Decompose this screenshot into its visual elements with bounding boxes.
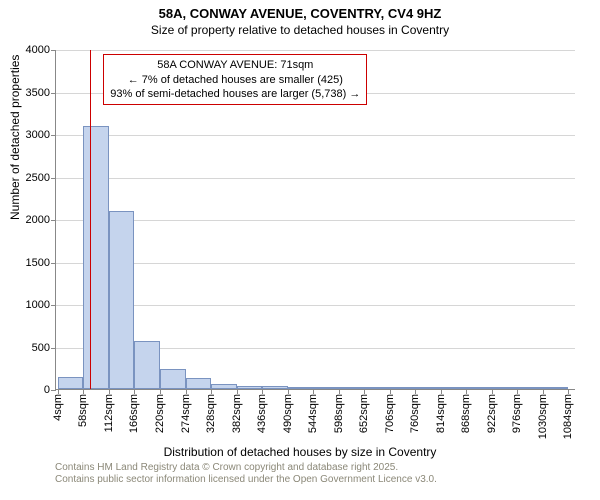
ytick-label: 500 [32,342,50,354]
attribution-line1: Contains HM Land Registry data © Crown c… [55,462,437,474]
xtick-label: 166sqm [128,394,140,433]
histogram-bar [390,387,416,389]
annotation-line1: 58A CONWAY AVENUE: 71sqm [110,58,360,72]
xtick-label: 490sqm [282,394,294,433]
xtick-label: 922sqm [486,394,498,433]
histogram-bar [415,387,441,389]
xtick-label: 4sqm [52,394,64,421]
xtick-label: 976sqm [511,394,523,433]
chart-area: 0500100015002000250030003500400058A CONW… [55,50,575,390]
y-axis-label: Number of detached properties [8,55,22,220]
xtick-label: 382sqm [231,394,243,433]
histogram-bar [109,211,135,390]
ytick-mark [51,390,56,391]
histogram-bar [58,377,84,389]
ytick-mark [51,50,56,51]
ytick-mark [51,93,56,94]
annotation-line3: 93% of semi-detached houses are larger (… [110,87,360,101]
ytick-label: 2500 [26,172,50,184]
ytick-mark [51,220,56,221]
xtick-label: 706sqm [384,394,396,433]
ytick-mark [51,178,56,179]
ytick-label: 1500 [26,257,50,269]
xtick-label: 760sqm [409,394,421,433]
annotation-line2: ← 7% of detached houses are smaller (425… [110,73,360,87]
plot-area: 0500100015002000250030003500400058A CONW… [55,50,575,390]
ytick-mark [51,305,56,306]
xtick-label: 436sqm [256,394,268,433]
xtick-label: 274sqm [180,394,192,433]
xtick-label: 868sqm [460,394,472,433]
ytick-label: 4000 [26,44,50,56]
histogram-bar [134,341,160,389]
chart-title-line1: 58A, CONWAY AVENUE, COVENTRY, CV4 9HZ [0,6,600,23]
xtick-label: 814sqm [435,394,447,433]
xtick-label: 544sqm [307,394,319,433]
histogram-bar [288,387,314,389]
histogram-bar [262,386,288,389]
annotation-box: 58A CONWAY AVENUE: 71sqm← 7% of detached… [103,54,367,105]
histogram-bar [466,387,492,389]
x-axis-label: Distribution of detached houses by size … [0,445,600,459]
xtick-label: 1084sqm [562,394,574,439]
xtick-label: 1030sqm [537,394,549,439]
gridline-h [56,135,575,136]
gridline-h [56,178,575,179]
histogram-bar [83,126,109,390]
xtick-label: 112sqm [103,394,115,432]
histogram-bar [543,387,569,389]
histogram-bar [492,387,518,389]
ytick-mark [51,263,56,264]
xtick-label: 220sqm [154,394,166,433]
gridline-h [56,50,575,51]
property-marker-line [90,50,91,389]
xtick-label: 58sqm [77,394,89,427]
ytick-mark [51,135,56,136]
attribution-text: Contains HM Land Registry data © Crown c… [55,462,437,486]
histogram-bar [313,387,339,389]
ytick-label: 2000 [26,214,50,226]
ytick-label: 0 [44,384,50,396]
histogram-bar [364,387,390,389]
histogram-bar [517,387,543,389]
histogram-bar [186,378,212,389]
xtick-label: 652sqm [358,394,370,433]
xtick-label: 598sqm [333,394,345,433]
attribution-line2: Contains public sector information licen… [55,474,437,486]
histogram-bar [339,387,365,389]
histogram-bar [237,386,263,389]
ytick-label: 3000 [26,129,50,141]
ytick-label: 1000 [26,299,50,311]
histogram-bar [211,384,237,389]
xtick-label: 328sqm [205,394,217,433]
chart-title-line2: Size of property relative to detached ho… [0,23,600,37]
ytick-mark [51,348,56,349]
histogram-bar [160,369,186,389]
histogram-bar [441,387,467,389]
ytick-label: 3500 [26,87,50,99]
